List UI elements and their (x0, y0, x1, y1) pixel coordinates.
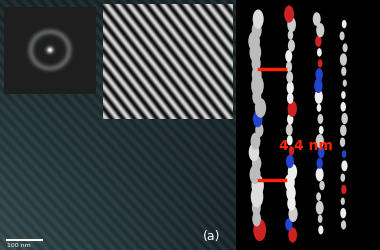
Circle shape (286, 62, 292, 73)
Circle shape (315, 36, 321, 48)
Circle shape (313, 13, 321, 27)
Circle shape (252, 56, 261, 72)
Circle shape (284, 6, 294, 24)
Text: 100 nm: 100 nm (7, 242, 31, 248)
Circle shape (253, 111, 263, 128)
Circle shape (315, 69, 323, 82)
Circle shape (285, 174, 295, 191)
Circle shape (340, 125, 347, 136)
Circle shape (252, 156, 261, 172)
Circle shape (341, 114, 348, 125)
Circle shape (342, 21, 347, 29)
Circle shape (285, 218, 293, 231)
Circle shape (252, 90, 261, 105)
Circle shape (287, 72, 293, 84)
Circle shape (252, 200, 261, 216)
Circle shape (342, 44, 348, 53)
Circle shape (315, 90, 323, 104)
Circle shape (317, 158, 323, 169)
Circle shape (318, 114, 323, 124)
Circle shape (287, 114, 293, 125)
Circle shape (288, 228, 297, 242)
Circle shape (342, 150, 346, 158)
Circle shape (253, 10, 264, 29)
Circle shape (286, 124, 293, 136)
Circle shape (341, 68, 347, 76)
Circle shape (339, 32, 345, 41)
Text: (b): (b) (359, 230, 377, 242)
Circle shape (255, 98, 266, 118)
Circle shape (250, 165, 261, 184)
Circle shape (252, 211, 261, 226)
Circle shape (340, 138, 345, 147)
Circle shape (341, 161, 348, 172)
Circle shape (251, 186, 263, 208)
Circle shape (317, 104, 321, 112)
Circle shape (288, 40, 295, 52)
Circle shape (289, 146, 294, 156)
Circle shape (341, 185, 347, 194)
Circle shape (318, 226, 323, 234)
Circle shape (251, 75, 264, 97)
Circle shape (316, 201, 324, 215)
Circle shape (252, 67, 262, 84)
Circle shape (287, 185, 296, 201)
Circle shape (316, 134, 324, 149)
Circle shape (253, 219, 266, 241)
Circle shape (287, 93, 293, 104)
Circle shape (340, 198, 345, 205)
Circle shape (317, 49, 322, 57)
Circle shape (288, 206, 298, 222)
Circle shape (319, 181, 325, 190)
Text: 4.4 nm: 4.4 nm (279, 138, 333, 152)
Circle shape (287, 196, 296, 211)
Circle shape (318, 60, 323, 68)
Circle shape (252, 22, 262, 40)
Circle shape (314, 79, 323, 94)
Circle shape (340, 102, 346, 112)
Circle shape (343, 80, 347, 88)
Circle shape (318, 147, 325, 158)
Circle shape (319, 126, 324, 135)
Circle shape (340, 208, 346, 218)
Circle shape (341, 92, 346, 100)
Circle shape (248, 32, 260, 52)
Circle shape (316, 192, 321, 201)
Circle shape (340, 174, 345, 182)
Circle shape (250, 43, 261, 63)
Circle shape (252, 175, 264, 197)
Circle shape (318, 215, 323, 223)
Circle shape (288, 31, 293, 41)
Circle shape (316, 168, 324, 181)
Circle shape (316, 24, 325, 38)
Circle shape (285, 51, 292, 63)
Circle shape (287, 136, 293, 146)
Text: (a): (a) (203, 230, 221, 242)
Circle shape (340, 54, 347, 66)
Circle shape (287, 18, 296, 33)
Circle shape (286, 155, 294, 168)
Circle shape (288, 101, 297, 117)
Circle shape (288, 164, 297, 180)
Circle shape (255, 123, 263, 138)
Circle shape (249, 144, 259, 162)
Circle shape (250, 133, 260, 150)
Circle shape (287, 82, 294, 94)
Circle shape (341, 220, 346, 230)
